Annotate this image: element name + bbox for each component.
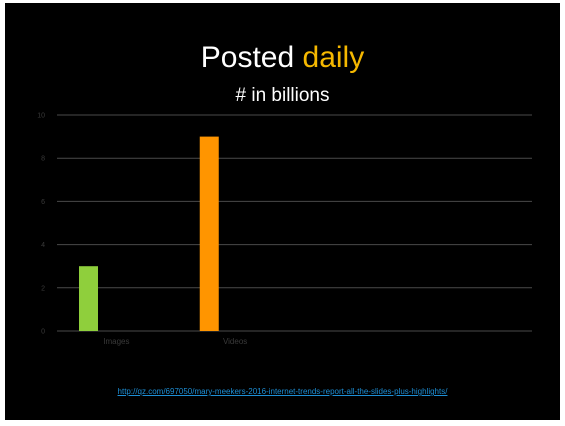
y-tick-label-10: 10 <box>37 113 45 120</box>
slide: Posted daily # in billions 0 2 4 6 8 10 Image… <box>5 3 560 420</box>
x-category-label-images: Images <box>103 337 129 346</box>
y-tick-label-2: 2 <box>41 285 45 292</box>
bar-videos <box>199 136 219 331</box>
y-tick-label-0: 0 <box>41 329 45 336</box>
chart-grid <box>57 114 532 332</box>
y-tick-label-6: 6 <box>41 199 45 206</box>
slide-title: Posted daily <box>5 41 560 75</box>
bar-images <box>79 266 98 331</box>
source-link[interactable]: http://qz.com/697050/mary-meekers-2016-i… <box>117 387 448 396</box>
chart-bars <box>79 136 219 331</box>
slide-subtitle: # in billions <box>235 85 330 106</box>
title-main: Posted <box>200 41 295 74</box>
y-tick-label-8: 8 <box>41 156 45 163</box>
title-accent: daily <box>302 41 365 74</box>
bar-chart: 0 2 4 6 8 10 Images Videos <box>37 113 532 346</box>
x-category-label-videos: Videos <box>223 337 247 346</box>
x-axis-categories: Images Videos <box>103 337 247 346</box>
y-tick-label-4: 4 <box>41 242 45 249</box>
y-axis-ticks: 0 2 4 6 8 10 <box>37 113 45 336</box>
